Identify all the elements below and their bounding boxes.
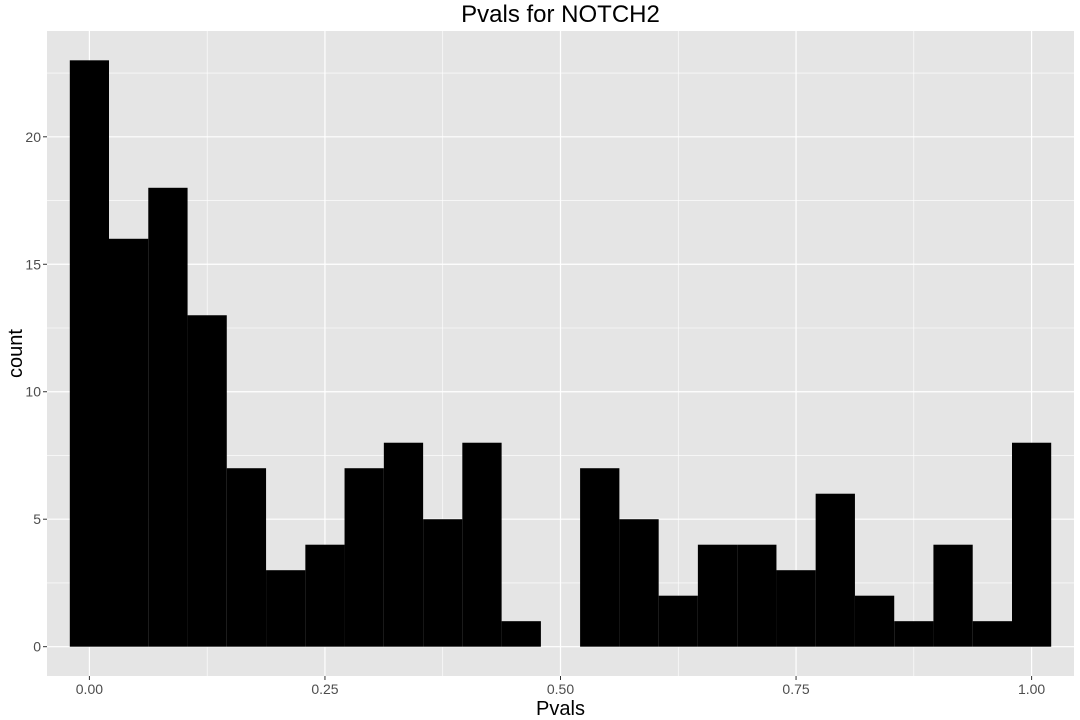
histogram-bars [69, 60, 1052, 647]
x-tick-label: 0.50 [547, 681, 574, 697]
histogram-bar [1012, 442, 1052, 647]
y-tick-label: 15 [25, 256, 41, 272]
x-tick-label: 0.25 [311, 681, 338, 697]
histogram-bar [423, 519, 463, 647]
histogram-bar [697, 544, 738, 647]
histogram-bar [737, 544, 777, 647]
y-axis-title: count [5, 329, 27, 378]
histogram-bar [305, 544, 345, 647]
histogram-bar [501, 621, 541, 647]
histogram-bar [266, 570, 306, 647]
y-tick-label: 20 [25, 129, 41, 145]
histogram-bar [815, 493, 855, 647]
histogram-bar [658, 595, 698, 647]
y-tick-label: 5 [33, 511, 41, 527]
x-tick-label: 0.00 [76, 681, 103, 697]
histogram-bar [776, 570, 816, 647]
histogram-bar [619, 519, 659, 647]
histogram-bar [854, 595, 895, 647]
histogram-bar [69, 60, 109, 647]
histogram-bar [894, 621, 934, 647]
x-axis-ticks: 0.00 0.25 0.50 0.75 1.00 [76, 676, 1045, 697]
y-tick-label: 10 [25, 384, 41, 400]
histogram-bar [344, 468, 384, 647]
y-axis-ticks: 0 5 10 15 20 [25, 129, 47, 655]
histogram-bar [226, 468, 267, 647]
chart-title: Pvals for NOTCH2 [461, 1, 660, 28]
histogram-bar [972, 621, 1013, 647]
histogram-bar [383, 442, 424, 647]
histogram-bar [462, 442, 502, 647]
histogram-bar [108, 238, 149, 647]
x-axis-title: Pvals [536, 698, 585, 720]
histogram-bar [933, 544, 973, 647]
x-tick-label: 0.75 [782, 681, 809, 697]
histogram-bar [187, 315, 227, 647]
y-tick-label: 0 [33, 639, 41, 655]
x-tick-label: 1.00 [1018, 681, 1045, 697]
histogram-bar [580, 468, 620, 647]
histogram-bar [148, 187, 188, 647]
